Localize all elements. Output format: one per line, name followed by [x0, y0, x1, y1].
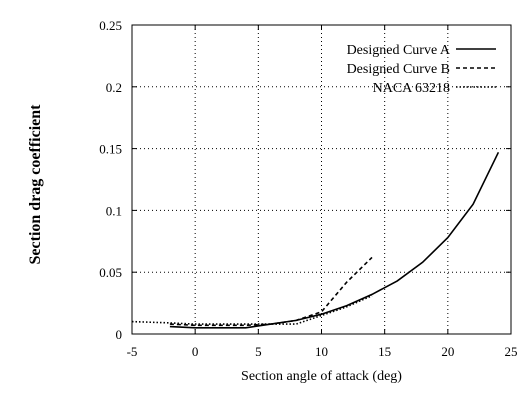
x-tick-label: 25 — [505, 344, 518, 359]
x-tick-label: -5 — [127, 344, 138, 359]
legend-label: Designed Curve B — [347, 62, 450, 77]
y-tick-label: 0.25 — [99, 18, 122, 33]
y-axis-title: Section drag coefficient — [27, 104, 44, 265]
x-tick-label: 5 — [255, 344, 262, 359]
series-line-3 — [131, 294, 373, 325]
legend: Designed Curve A Designed Curve B NACA 632… — [347, 43, 496, 96]
plot-frame — [131, 24, 512, 335]
x-tick-label: 10 — [315, 344, 328, 359]
x-axis-title: Section angle of attack (deg) — [241, 369, 402, 384]
y-tick-label: 0 — [116, 327, 123, 342]
axis-ticks: -5 0 5 10 15 20 25 0 0.05 0.1 0.15 0.2 0.25 — [99, 18, 517, 359]
series-line-1 — [169, 151, 500, 329]
grid — [132, 25, 511, 334]
x-tick-label: 20 — [441, 344, 454, 359]
legend-label: NACA 63218 — [373, 81, 450, 96]
y-tick-label: 0.05 — [99, 265, 122, 280]
series-line-2 — [169, 256, 373, 327]
y-tick-label: 0.1 — [106, 203, 122, 218]
legend-label: Designed Curve A — [347, 43, 451, 58]
series-lines — [131, 151, 500, 329]
y-tick-label: 0.2 — [106, 80, 122, 95]
y-tick-label: 0.15 — [99, 142, 122, 157]
x-tick-label: 0 — [192, 344, 199, 359]
x-tick-label: 15 — [378, 344, 391, 359]
